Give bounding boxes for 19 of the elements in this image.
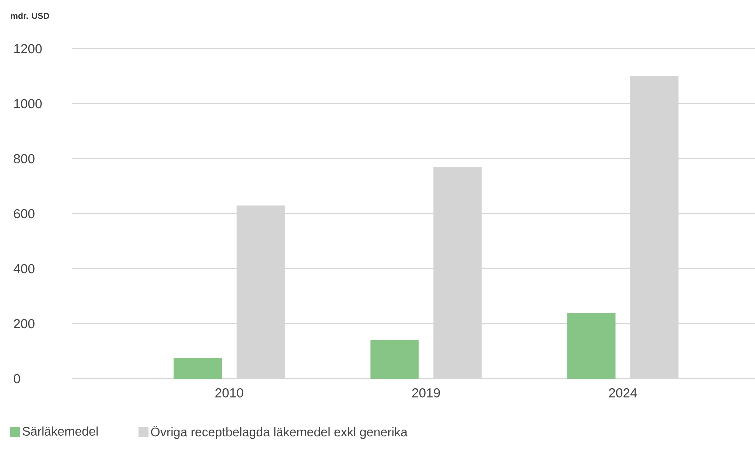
bar bbox=[630, 76, 679, 379]
x-tick-label: 2019 bbox=[412, 388, 440, 398]
bar bbox=[370, 340, 419, 379]
y-axis-title: mdr. USD bbox=[11, 12, 50, 20]
y-tick-label: 600 bbox=[14, 209, 35, 219]
legend-label: Övriga receptbelagda läkemedel exkl generika bbox=[151, 426, 408, 440]
bar bbox=[174, 358, 222, 379]
x-tick-label: 2010 bbox=[216, 388, 244, 398]
bar bbox=[434, 167, 482, 379]
y-tick-label: 0 bbox=[14, 374, 20, 384]
bar bbox=[236, 206, 286, 379]
bar bbox=[568, 312, 616, 379]
y-tick-label: 200 bbox=[14, 319, 35, 329]
y-tick-label: 1000 bbox=[14, 99, 42, 109]
x-tick-label: 2024 bbox=[609, 388, 638, 398]
y-tick-label: 1200 bbox=[14, 44, 42, 54]
y-tick-label: 400 bbox=[14, 264, 35, 274]
y-tick-label: 800 bbox=[14, 154, 35, 164]
legend-label: Särläkemedel bbox=[22, 426, 98, 436]
